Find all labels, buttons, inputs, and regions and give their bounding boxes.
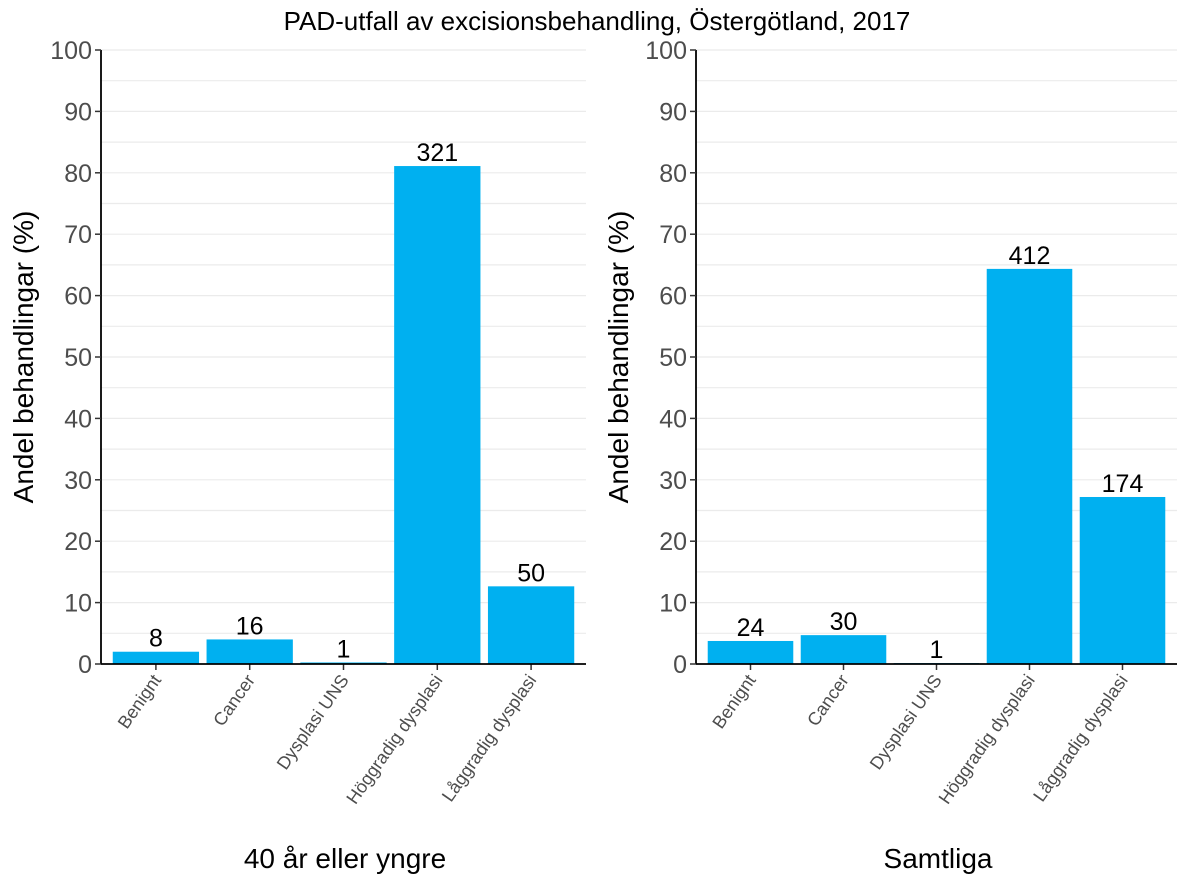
bar-value-labels: 8 16 1 321 50 [149, 139, 545, 663]
bar-l-ggradig-dysplasi [487, 586, 575, 664]
bar-value-label: 16 [236, 612, 264, 640]
bar-cancer [800, 635, 887, 664]
bar-value-label: 50 [517, 559, 545, 587]
panel-right: 24 30 1 412 174 0 10 20 30 40 50 60 70 80 90 100 Benig… [603, 37, 1177, 874]
x-tick-label: Låggradig dysplasi [438, 671, 540, 805]
y-tick-label: 70 [659, 221, 687, 249]
y-tick-label: 50 [64, 344, 92, 372]
y-tick-label: 80 [64, 160, 92, 188]
y-tick-label: 40 [659, 405, 687, 433]
bar-value-label: 8 [149, 625, 163, 653]
bar-value-label: 1 [930, 636, 944, 664]
y-tick-label: 60 [659, 283, 687, 311]
y-tick-label: 20 [64, 528, 92, 556]
y-tick-label: 30 [64, 467, 92, 495]
x-tick-label: Höggradig dysplasi [342, 671, 446, 808]
grid-lines [101, 49, 586, 665]
bar-cancer [206, 639, 293, 664]
bar-value-label: 24 [737, 614, 765, 642]
y-tick-label: 0 [673, 651, 687, 679]
x-tick-label: Höggradig dysplasi [935, 671, 1039, 808]
bars [707, 268, 1166, 664]
x-tick-label: Cancer [803, 671, 853, 730]
bar-h-ggradig-dysplasi [986, 268, 1073, 664]
y-tick-label: 70 [64, 221, 92, 249]
bar-benignt [112, 651, 200, 664]
bar-value-label: 1 [337, 635, 351, 663]
y-tick-label: 90 [659, 98, 687, 126]
y-tick-label: 100 [50, 37, 92, 65]
y-axis: 0 10 20 30 40 50 60 70 80 90 100 [645, 37, 697, 679]
y-tick-label: 60 [64, 283, 92, 311]
bar-value-labels: 24 30 1 412 174 [737, 242, 1144, 664]
panel-left: 8 16 1 321 50 0 10 20 30 40 50 60 70 80 90 100 Benignt… [8, 37, 586, 874]
y-axis-title: Andel behandlingar (%) [8, 211, 39, 504]
bar-value-label: 30 [830, 608, 858, 636]
y-tick-label: 90 [64, 98, 92, 126]
x-axis-title: 40 år eller yngre [244, 843, 446, 874]
bar-value-label: 321 [416, 139, 458, 167]
y-tick-label: 100 [645, 37, 687, 65]
bars [112, 166, 575, 664]
bar-value-label: 412 [1009, 242, 1051, 270]
y-tick-label: 80 [659, 160, 687, 188]
chart-title: PAD-utfall av excisionsbehandling, Öster… [284, 6, 911, 36]
y-tick-label: 10 [659, 590, 687, 618]
y-axis-title: Andel behandlingar (%) [603, 211, 634, 504]
bar-h-ggradig-dysplasi [394, 166, 481, 664]
x-tick-label: Benignt [708, 671, 759, 732]
y-tick-label: 10 [64, 590, 92, 618]
x-tick-label: Cancer [209, 671, 259, 730]
y-tick-label: 0 [78, 651, 92, 679]
bar-value-label: 174 [1102, 470, 1144, 498]
y-tick-label: 50 [659, 344, 687, 372]
x-axis-title: Samtliga [884, 843, 993, 874]
x-tick-label: Dysplasi UNS [866, 671, 946, 773]
y-tick-label: 40 [64, 405, 92, 433]
x-tick-label: Dysplasi UNS [273, 671, 353, 773]
y-axis: 0 10 20 30 40 50 60 70 80 90 100 [50, 37, 102, 679]
x-tick-label: Benignt [114, 671, 165, 732]
bar-l-ggradig-dysplasi [1079, 496, 1166, 664]
y-tick-label: 30 [659, 467, 687, 495]
bar-benignt [707, 640, 794, 664]
y-tick-label: 20 [659, 528, 687, 556]
x-tick-label: Låggradig dysplasi [1029, 671, 1131, 805]
